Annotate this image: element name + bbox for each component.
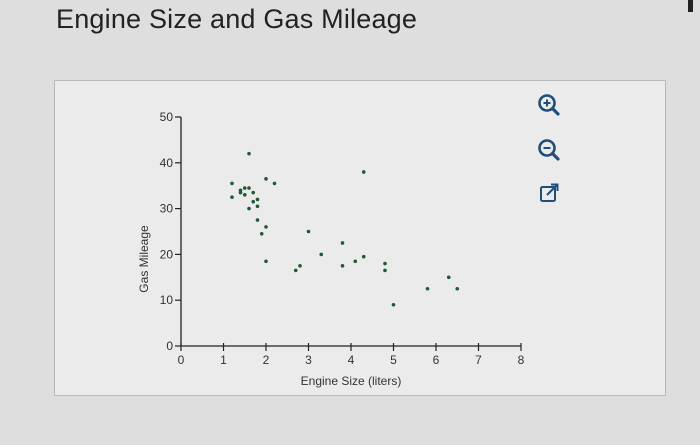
x-tick-label: 8 <box>518 353 525 367</box>
zoom-in-button[interactable] <box>536 92 562 118</box>
x-tick-label: 4 <box>348 353 355 367</box>
data-point <box>255 197 260 202</box>
data-point <box>230 195 234 199</box>
data-point <box>293 268 298 273</box>
y-tick-label: 30 <box>160 202 174 216</box>
data-point <box>251 190 256 195</box>
data-point <box>251 199 256 204</box>
data-point <box>361 170 366 174</box>
open-external-icon <box>540 183 559 202</box>
graph-panel: 0 10 20 30 40 50 0 1 2 3 4 5 6 7 8 Engine Size (liters… <box>54 80 666 396</box>
data-point <box>340 264 345 268</box>
zoom-in-icon <box>538 94 560 116</box>
x-tick-label: 2 <box>263 353 270 367</box>
scatter-plot: 0 10 20 30 40 50 0 1 2 3 4 5 6 7 8 Engine Size (liters… <box>137 110 525 388</box>
x-axis-label: Engine Size (liters) <box>301 374 402 388</box>
data-point <box>242 186 247 190</box>
zoom-out-button[interactable] <box>536 137 562 163</box>
data-point <box>383 261 387 266</box>
data-point <box>391 302 396 307</box>
data-point <box>455 286 460 291</box>
data-point <box>425 286 430 291</box>
y-tick-label: 0 <box>166 339 173 353</box>
x-tick-label: 5 <box>390 353 397 367</box>
x-tick-label: 0 <box>178 353 185 367</box>
data-point <box>306 229 311 234</box>
data-point <box>255 204 260 209</box>
zoom-out-icon <box>538 139 560 161</box>
page-title: Engine Size and Gas Mileage <box>56 4 418 34</box>
x-tick-label: 3 <box>305 353 312 367</box>
data-point <box>446 275 451 280</box>
y-axis-label: Gas Mileage <box>137 225 151 293</box>
data-point <box>264 225 268 229</box>
data-point <box>353 259 358 264</box>
x-tick-label: 1 <box>220 353 227 367</box>
data-point <box>340 241 345 245</box>
data-point <box>230 181 234 186</box>
data-point <box>238 188 243 193</box>
window-edge-marker <box>688 0 693 12</box>
data-point <box>255 218 260 222</box>
data-point <box>247 186 251 190</box>
y-tick-label: 10 <box>160 293 174 307</box>
data-point <box>319 252 324 257</box>
y-tick-label: 20 <box>160 247 174 261</box>
data-point <box>247 206 251 211</box>
y-tick-label: 40 <box>160 156 174 170</box>
x-tick-label: 7 <box>475 353 482 367</box>
data-point <box>264 259 268 264</box>
data-points <box>230 151 460 307</box>
data-point <box>242 193 247 197</box>
y-tick-label: 50 <box>160 110 174 124</box>
data-point <box>383 268 387 273</box>
data-point <box>272 181 277 186</box>
data-point <box>264 177 268 181</box>
x-tick-label: 6 <box>433 353 440 367</box>
data-point <box>298 264 302 268</box>
data-point <box>247 151 251 156</box>
axes: 0 10 20 30 40 50 0 1 2 3 4 5 6 7 8 <box>160 110 525 367</box>
data-point <box>361 254 366 259</box>
open-external-button[interactable] <box>536 180 562 206</box>
data-point <box>259 231 264 236</box>
